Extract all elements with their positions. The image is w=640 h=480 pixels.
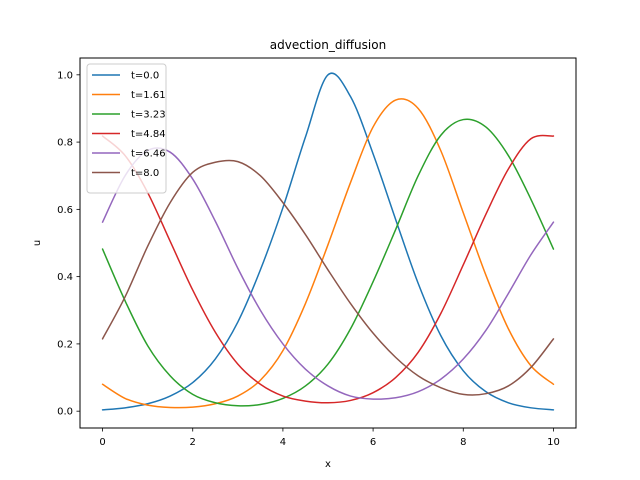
x-tick-label: 10 xyxy=(547,437,560,448)
x-tick-label: 6 xyxy=(370,437,376,448)
legend-label-1: t=0.0 xyxy=(131,71,159,82)
x-tick-label: 0 xyxy=(99,437,105,448)
y-tick-label: 0.2 xyxy=(57,339,73,350)
series-line-1 xyxy=(101,72,555,411)
legend: t=0.0 t=1.61 t=3.23 t=4.84 t=6.46 t=8.0 xyxy=(86,63,167,194)
x-axis-ticks: 0 2 4 6 8 10 xyxy=(99,428,560,448)
x-tick-label: 8 xyxy=(460,437,466,448)
legend-label-6: t=8.0 xyxy=(131,168,159,179)
chart-title: advection_diffusion xyxy=(270,38,386,52)
x-axis-label: x xyxy=(325,459,331,470)
series-line-6 xyxy=(101,159,555,396)
y-tick-label: 0.0 xyxy=(57,407,73,418)
x-tick-label: 4 xyxy=(280,437,286,448)
y-axis-ticks: 0.0 0.2 0.4 0.6 0.8 1.0 xyxy=(57,70,80,418)
plot-frame xyxy=(79,57,577,429)
legend-label-2: t=1.61 xyxy=(131,90,166,101)
x-tick-label: 2 xyxy=(190,437,196,448)
y-tick-label: 0.8 xyxy=(57,138,73,149)
series-line-4 xyxy=(101,134,555,404)
legend-label-5: t=6.46 xyxy=(131,149,166,160)
series-layer xyxy=(101,72,555,411)
legend-label-4: t=4.84 xyxy=(131,129,166,140)
series-line-3 xyxy=(101,118,555,407)
y-tick-label: 0.4 xyxy=(57,272,73,283)
y-tick-label: 0.6 xyxy=(57,205,73,216)
series-line-2 xyxy=(101,98,555,409)
series-line-5 xyxy=(101,147,555,400)
legend-box xyxy=(86,63,167,194)
y-axis-label: u xyxy=(32,240,43,246)
legend-label-3: t=3.23 xyxy=(131,110,166,121)
y-tick-label: 1.0 xyxy=(57,70,73,81)
